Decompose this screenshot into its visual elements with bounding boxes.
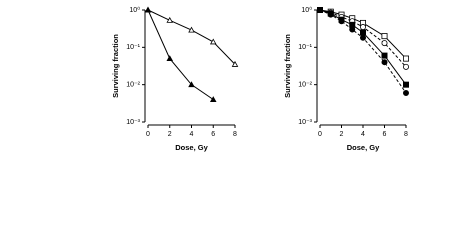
marker: [359, 34, 366, 41]
marker: [188, 26, 195, 33]
marker: [166, 55, 174, 62]
marker: [316, 7, 323, 13]
y-tick-label: 10⁻¹: [298, 44, 312, 51]
marker: [166, 16, 174, 23]
marker: [359, 29, 366, 36]
x-tick-label: 0: [318, 131, 322, 138]
marker: [381, 33, 388, 40]
marker: [144, 6, 152, 13]
series-line: [147, 9, 214, 100]
x-tick-label: 2: [168, 131, 172, 138]
marker: [381, 40, 388, 47]
y-tick-label: 10⁻¹: [126, 44, 140, 51]
x-tick-label: 4: [190, 131, 194, 138]
x-tick-label: 8: [233, 131, 237, 138]
y-tick-label: 10⁻²: [298, 82, 312, 89]
y-tick-label: 10⁰: [129, 6, 140, 14]
marker: [381, 59, 388, 66]
marker: [359, 24, 366, 31]
marker: [231, 60, 239, 67]
y-tick-label: 10⁻³: [298, 119, 312, 126]
series-line: [147, 9, 236, 65]
marker: [327, 11, 334, 18]
x-tick-label: 0: [146, 131, 150, 138]
marker: [402, 89, 409, 96]
marker: [402, 81, 409, 88]
marker: [402, 55, 409, 62]
figure: 10⁻³ 10⁻² 10⁻¹ 10⁰ 0 2 4 6 8 Dose, Gy Surviving fr…: [111, 6, 409, 152]
x-tick-label: 2: [340, 131, 344, 138]
x-tick-label: 8: [404, 131, 408, 138]
x-tick-label: 6: [211, 131, 215, 138]
marker: [209, 38, 217, 45]
y-tick-label: 10⁻³: [126, 119, 140, 126]
marker: [209, 96, 217, 103]
x-axis-label: Dose, Gy: [347, 143, 380, 152]
x-axis-label: Dose, Gy: [175, 143, 208, 152]
y-tick-label: 10⁰: [301, 6, 312, 14]
y-axis-label: Surviving fraction: [111, 34, 120, 98]
marker: [349, 26, 356, 33]
marker: [338, 18, 345, 25]
y-axis-label: Surviving fraction: [283, 34, 292, 98]
x-tick-label: 6: [383, 131, 387, 138]
x-tick-label: 4: [361, 131, 365, 138]
y-tick-label: 10⁻²: [126, 82, 140, 89]
marker: [381, 52, 388, 59]
marker: [188, 81, 195, 88]
marker: [402, 63, 409, 70]
